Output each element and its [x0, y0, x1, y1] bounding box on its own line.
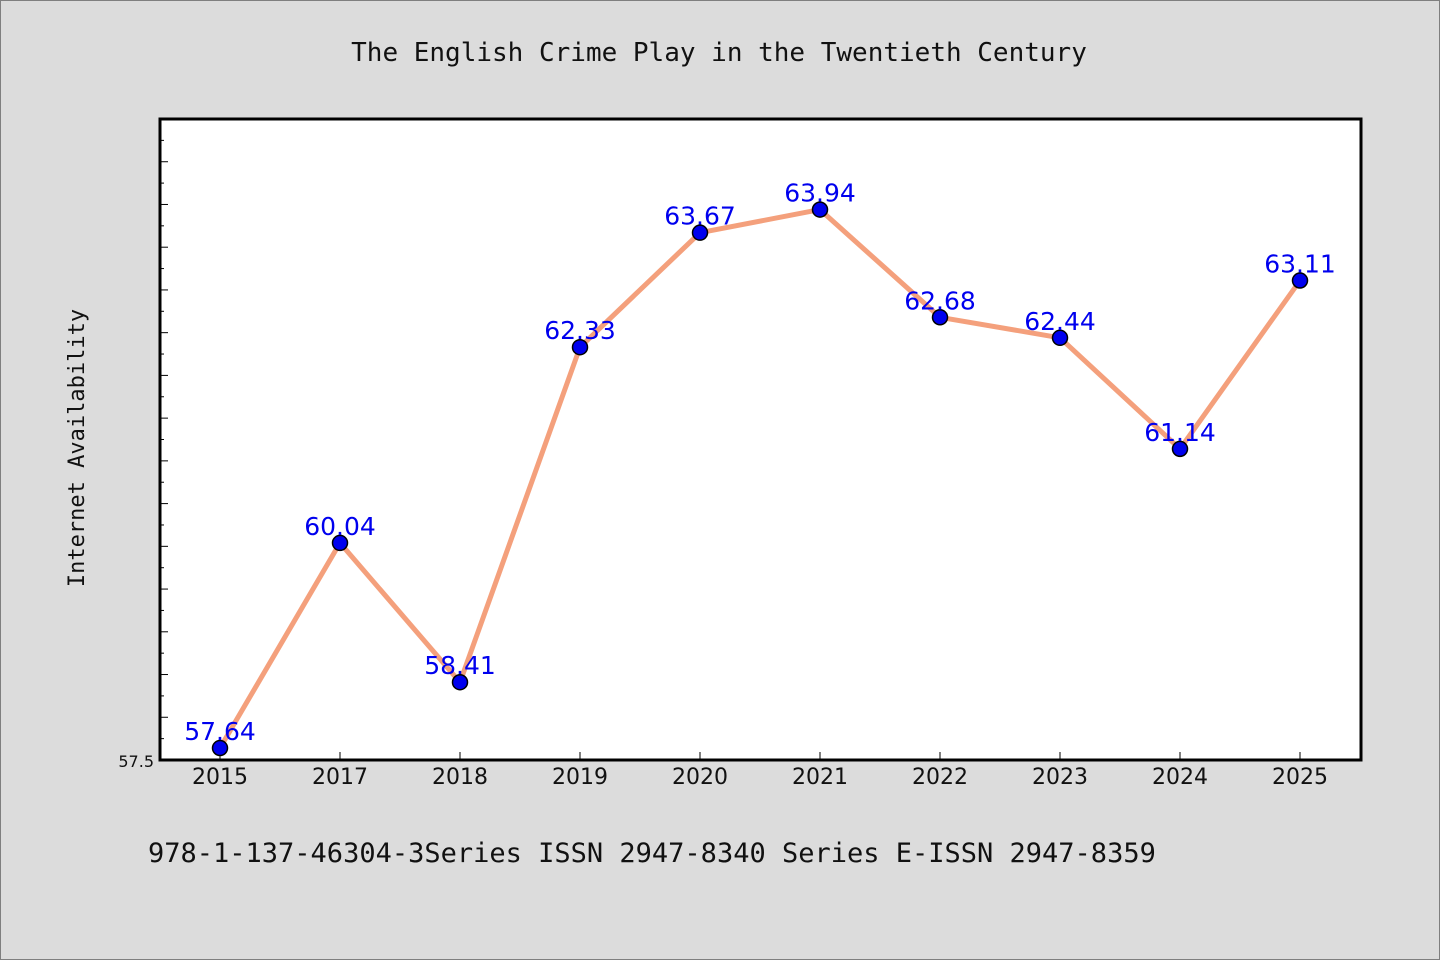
- markers-group: [211, 201, 1309, 757]
- data-point-marker: [211, 739, 229, 757]
- data-label: 62.68: [904, 286, 976, 315]
- x-tick-label: 2024: [1152, 765, 1208, 790]
- x-tick-label: 2020: [672, 765, 728, 790]
- data-point-marker: [1051, 329, 1069, 347]
- data-point-marker: [811, 201, 829, 218]
- y-axis-label: Internet Availability: [65, 309, 90, 587]
- data-point-marker: [451, 673, 469, 691]
- x-tick-label: 2015: [192, 765, 248, 790]
- data-point-marker: [691, 224, 709, 241]
- series-line: [217, 207, 1303, 751]
- data-label: 62.44: [1024, 307, 1096, 336]
- footer-isbn-text: 978-1-137-46304-3Series ISSN 2947-8340 S…: [148, 838, 1156, 869]
- x-tick-label: 2017: [312, 765, 368, 790]
- data-label: 58.41: [424, 651, 496, 680]
- x-axis-ticks: 2015 2017 2018 2019 2020 2021 2022 2023 2024 2025: [192, 752, 1328, 790]
- data-label: 63.11: [1264, 250, 1336, 279]
- data-point-marker: [931, 309, 949, 326]
- plot-area: [158, 117, 1363, 762]
- x-tick-label: 2025: [1272, 765, 1328, 790]
- x-tick-label: 2019: [552, 765, 608, 790]
- data-labels-group: 57.64 60.04 58.41 62.33 63.67 63.94 62.68 62.44…: [184, 179, 1336, 746]
- data-point-marker: [331, 534, 349, 552]
- chart-title: The English Crime Play in the Twentieth …: [351, 38, 1087, 68]
- y-axis-ticks: [160, 118, 168, 761]
- x-tick-label: 2023: [1032, 765, 1088, 790]
- y-tick-label: 57.5: [118, 752, 154, 771]
- x-tick-label: 2022: [912, 765, 968, 790]
- data-label: 61.14: [1144, 418, 1216, 447]
- x-tick-label: 2018: [432, 765, 488, 790]
- x-tick-label: 2021: [792, 765, 848, 790]
- data-label: 60.04: [304, 512, 376, 541]
- data-label: 63.67: [664, 202, 736, 231]
- data-point-marker: [1291, 272, 1309, 289]
- data-label: 57.64: [184, 717, 256, 746]
- data-point-marker: [571, 338, 589, 356]
- data-label: 63.94: [784, 179, 856, 208]
- data-label: 62.33: [544, 316, 616, 345]
- data-point-marker: [1171, 440, 1189, 458]
- series-line-group: [217, 207, 1303, 751]
